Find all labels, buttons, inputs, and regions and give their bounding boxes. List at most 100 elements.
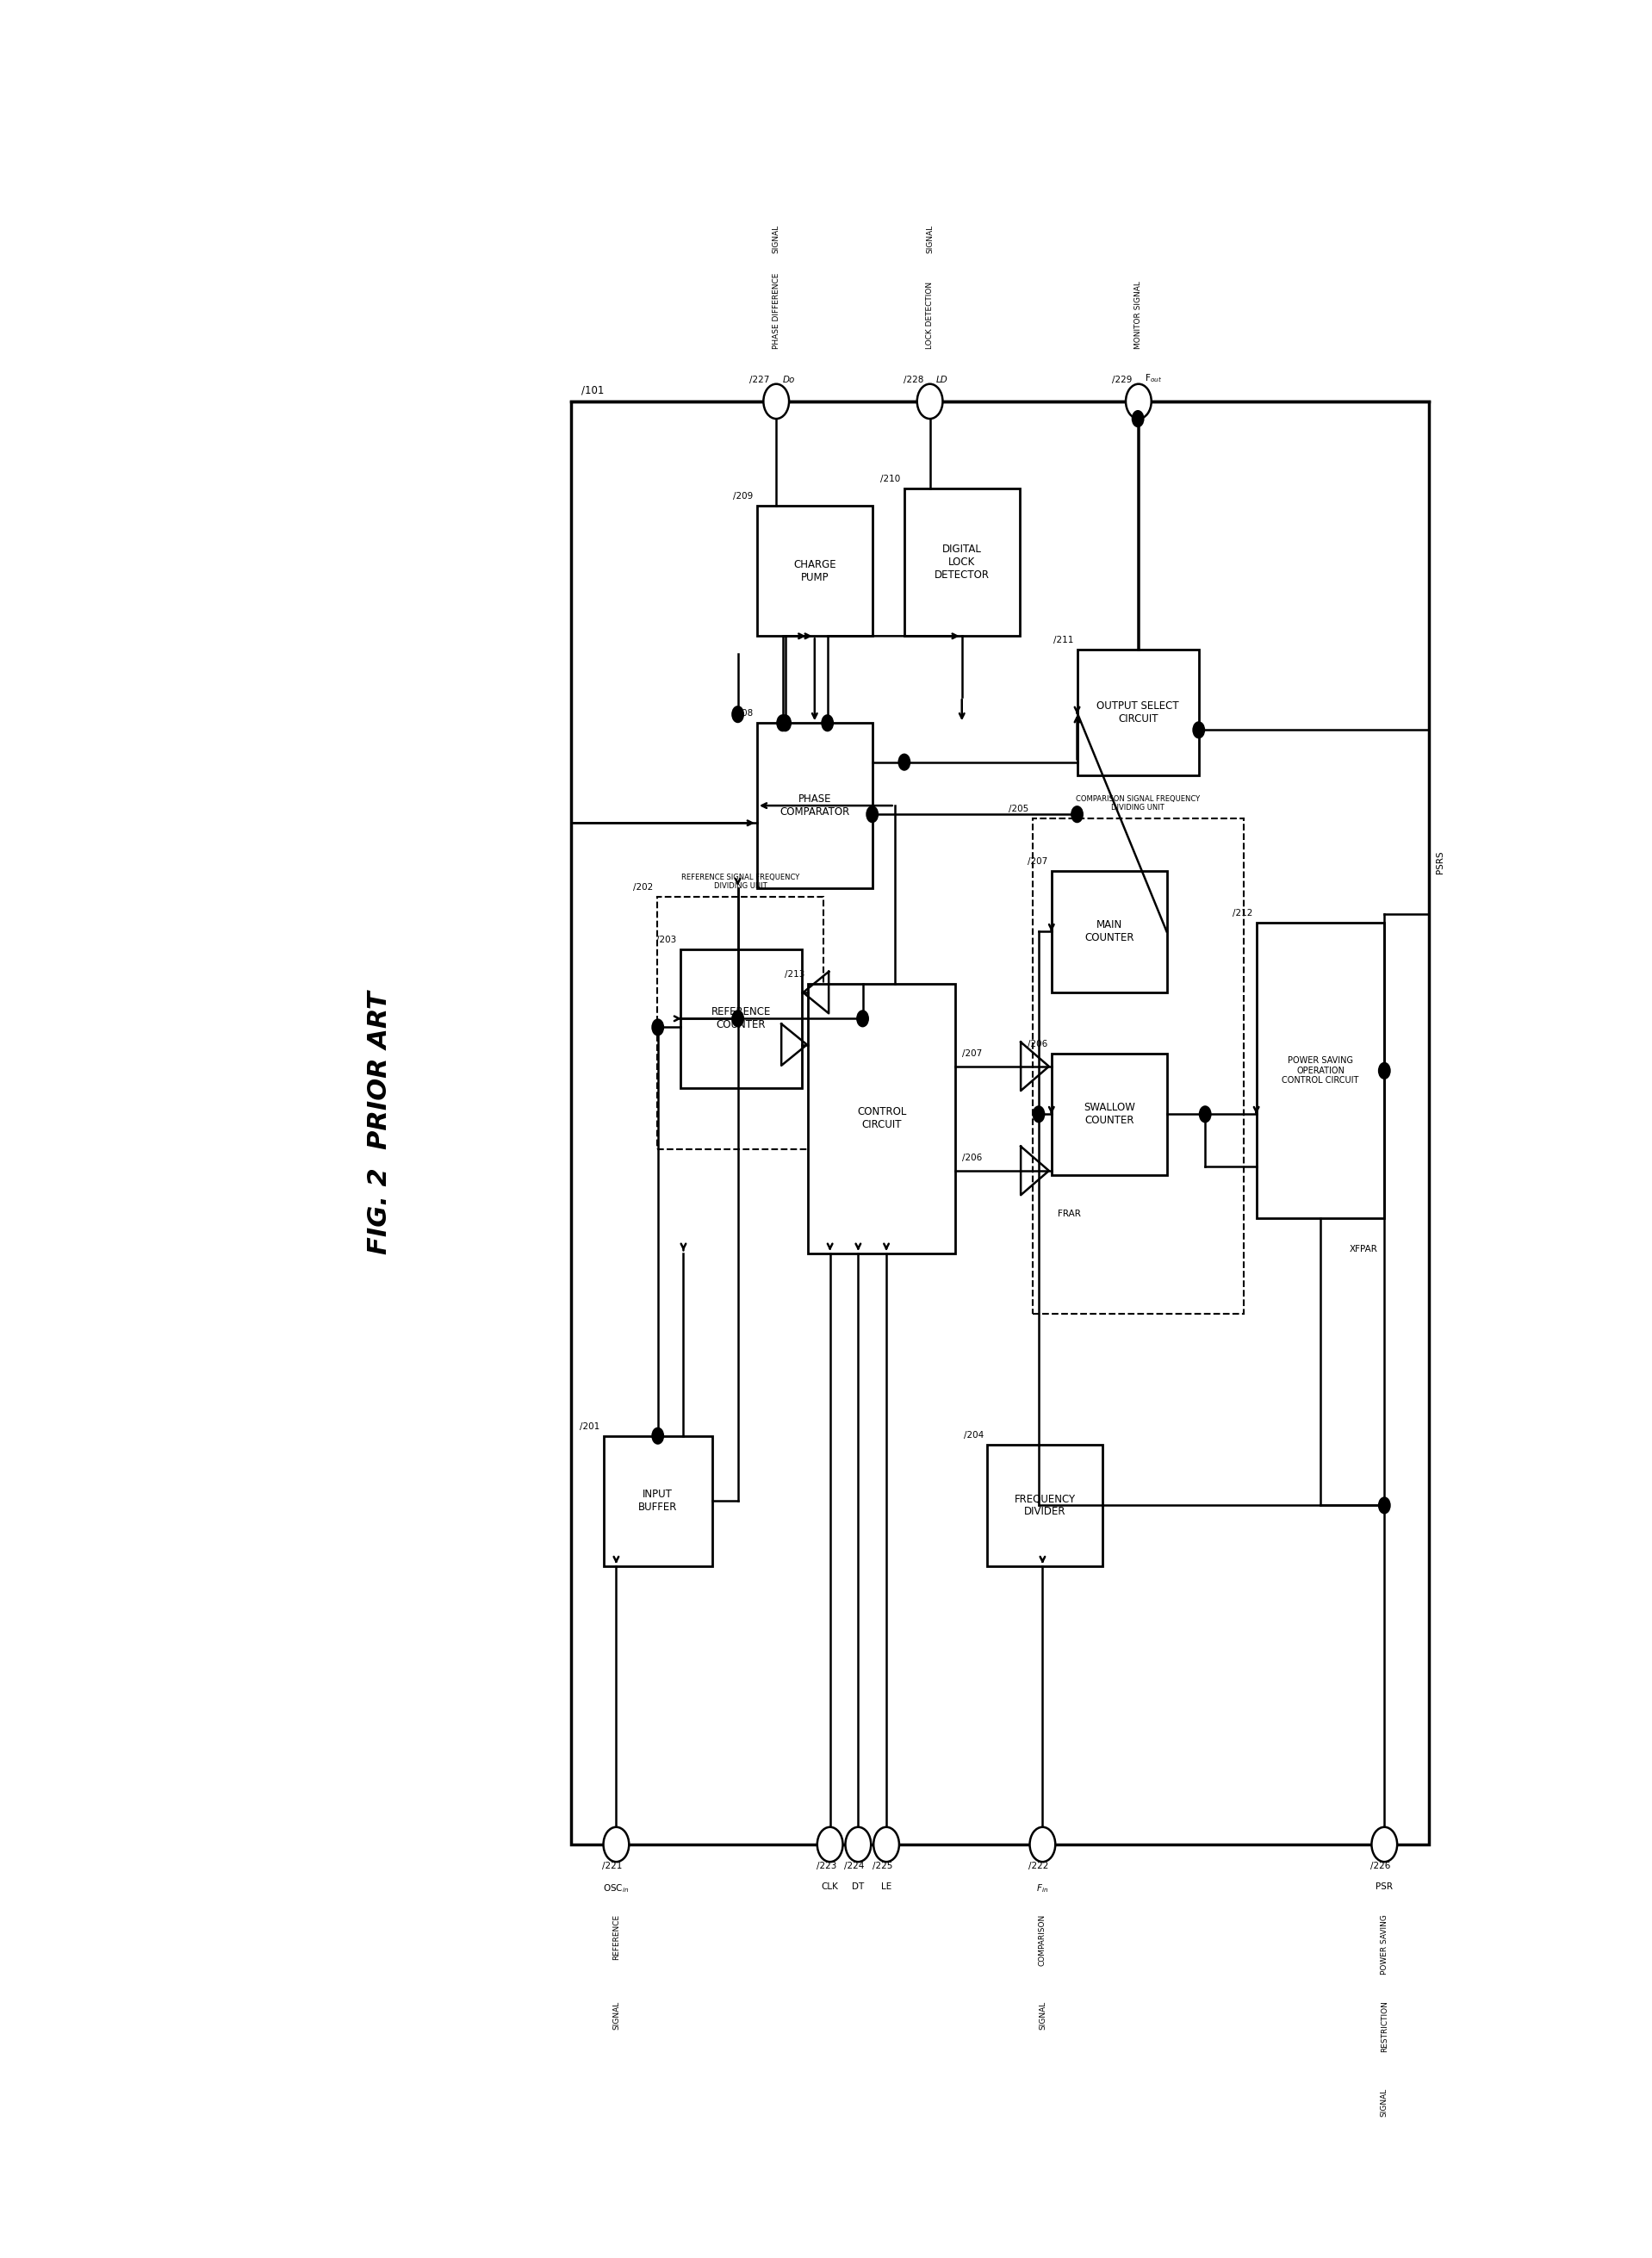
Bar [1032, 820, 1244, 1314]
Text: LD: LD [937, 375, 948, 384]
Bar [757, 723, 872, 887]
Text: MAIN
COUNTER: MAIN COUNTER [1084, 919, 1133, 944]
Text: /205: /205 [1008, 804, 1029, 813]
Circle shape [866, 806, 879, 822]
Text: /203: /203 [656, 935, 676, 944]
Text: /227: /227 [750, 375, 770, 384]
Text: SIGNAL: SIGNAL [927, 226, 933, 253]
Text: /228: /228 [904, 375, 923, 384]
Text: /224: /224 [844, 1863, 864, 1870]
Text: /212: /212 [1232, 910, 1252, 917]
Bar [681, 948, 801, 1088]
Text: SIGNAL: SIGNAL [1039, 2001, 1046, 2030]
Bar [1052, 872, 1166, 994]
Circle shape [732, 704, 743, 723]
Circle shape [1371, 1827, 1398, 1863]
Text: /201: /201 [580, 1423, 600, 1432]
Text: DT: DT [852, 1883, 864, 1892]
Text: /222: /222 [1029, 1863, 1049, 1870]
Text: /207: /207 [1028, 858, 1047, 865]
Text: SIGNAL: SIGNAL [613, 2001, 620, 2030]
Text: /202: /202 [633, 883, 653, 892]
Circle shape [1125, 384, 1151, 418]
Text: PHASE DIFFERENCE: PHASE DIFFERENCE [773, 273, 780, 350]
Circle shape [1029, 1827, 1056, 1863]
Text: /204: /204 [963, 1432, 983, 1438]
Circle shape [732, 1009, 743, 1027]
Text: SWALLOW
COUNTER: SWALLOW COUNTER [1084, 1102, 1135, 1127]
Circle shape [1032, 1106, 1046, 1122]
Text: CHARGE
PUMP: CHARGE PUMP [793, 558, 836, 583]
Text: COMPARISON SIGNAL FREQUENCY
DIVIDING UNIT: COMPARISON SIGNAL FREQUENCY DIVIDING UNI… [1075, 795, 1199, 811]
Text: CLK: CLK [821, 1883, 839, 1892]
Text: SIGNAL: SIGNAL [773, 226, 780, 253]
Text: LE: LE [881, 1883, 892, 1892]
Text: PSRS: PSRS [1436, 851, 1444, 874]
Circle shape [776, 714, 790, 732]
Circle shape [1132, 411, 1145, 427]
Text: /101: /101 [582, 384, 605, 395]
Bar [757, 506, 872, 637]
Text: /221: /221 [603, 1863, 623, 1870]
Bar [988, 1445, 1104, 1567]
Bar [904, 488, 1019, 637]
Text: REFERENCE
COUNTER: REFERENCE COUNTER [710, 1007, 771, 1030]
Text: OSC$_{in}$: OSC$_{in}$ [603, 1883, 629, 1894]
Text: F$_{in}$: F$_{in}$ [1036, 1883, 1049, 1894]
Text: /229: /229 [1112, 375, 1132, 384]
Text: REFERENCE: REFERENCE [613, 1915, 620, 1960]
Text: /209: /209 [733, 492, 753, 501]
Circle shape [651, 1018, 664, 1036]
Text: CONTROL
CIRCUIT: CONTROL CIRCUIT [857, 1106, 907, 1131]
Circle shape [1378, 1061, 1391, 1079]
Text: /211: /211 [1052, 637, 1074, 646]
Circle shape [821, 714, 834, 732]
Text: FIG. 2  PRIOR ART: FIG. 2 PRIOR ART [367, 991, 392, 1255]
Bar [603, 1436, 712, 1567]
Text: SIGNAL: SIGNAL [1381, 2089, 1388, 2116]
Text: POWER SAVING
OPERATION
CONTROL CIRCUIT: POWER SAVING OPERATION CONTROL CIRCUIT [1282, 1057, 1360, 1086]
Circle shape [1378, 1497, 1391, 1515]
Circle shape [778, 714, 791, 732]
Circle shape [874, 1827, 899, 1863]
Circle shape [651, 1427, 664, 1445]
Text: COMPARISON: COMPARISON [1039, 1915, 1046, 1967]
Text: /225: /225 [872, 1863, 892, 1870]
Text: FREQUENCY
DIVIDER: FREQUENCY DIVIDER [1014, 1493, 1075, 1517]
Text: /206: /206 [961, 1154, 981, 1163]
Text: /213: /213 [785, 971, 805, 978]
Bar [1052, 1052, 1166, 1174]
Text: REFERENCE SIGNAL FREQUENCY
DIVIDING UNIT: REFERENCE SIGNAL FREQUENCY DIVIDING UNIT [681, 874, 800, 890]
Circle shape [846, 1827, 871, 1863]
Text: F$_{out}$: F$_{out}$ [1145, 373, 1163, 384]
Text: /206: /206 [1028, 1039, 1047, 1048]
Text: LOCK DETECTION: LOCK DETECTION [927, 282, 933, 350]
Circle shape [818, 1827, 843, 1863]
Text: RESTRICTION: RESTRICTION [1381, 2001, 1388, 2053]
Text: FRAR: FRAR [1057, 1210, 1080, 1219]
Text: /223: /223 [816, 1863, 836, 1870]
Circle shape [899, 754, 910, 770]
Text: PSR: PSR [1376, 1883, 1393, 1892]
Text: OUTPUT SELECT
CIRCUIT: OUTPUT SELECT CIRCUIT [1097, 700, 1180, 725]
Text: DIGITAL
LOCK
DETECTOR: DIGITAL LOCK DETECTOR [935, 544, 990, 580]
Circle shape [856, 1009, 869, 1027]
Circle shape [763, 384, 790, 418]
Text: XFPAR: XFPAR [1350, 1244, 1378, 1253]
Text: INPUT
BUFFER: INPUT BUFFER [638, 1488, 677, 1513]
Circle shape [1193, 720, 1206, 738]
Text: MONITOR SIGNAL: MONITOR SIGNAL [1135, 282, 1143, 350]
Circle shape [1199, 1106, 1211, 1122]
Text: /207: /207 [961, 1050, 981, 1057]
Bar [1077, 650, 1199, 774]
Circle shape [1070, 806, 1084, 822]
Bar [657, 896, 824, 1149]
Text: /210: /210 [881, 474, 900, 483]
Bar [808, 984, 955, 1253]
Text: Do: Do [783, 375, 795, 384]
Bar [1256, 924, 1384, 1219]
Bar [572, 402, 1429, 1845]
Text: PHASE
COMPARATOR: PHASE COMPARATOR [780, 793, 849, 817]
Text: /208: /208 [733, 709, 753, 718]
Circle shape [603, 1827, 629, 1863]
